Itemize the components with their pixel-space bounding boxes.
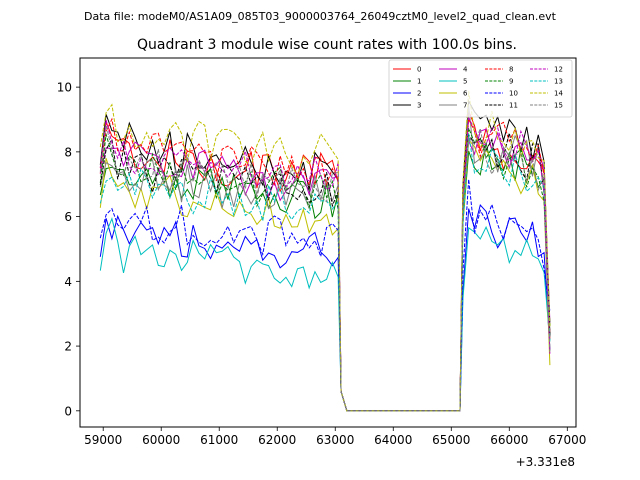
y-tick-label: 0 [64, 404, 72, 418]
series-line-8 [99, 117, 551, 412]
x-tick-label: 61000 [200, 433, 238, 447]
x-tick-label: 59000 [84, 433, 122, 447]
legend-label-12: 12 [554, 66, 563, 74]
axes-frame [79, 57, 577, 428]
x-axis: 59000 60000 61000 62000 63000 64000 65000 66000… [84, 427, 586, 447]
legend-label-1: 1 [417, 78, 421, 86]
series-line-2 [99, 203, 551, 412]
legend-label-7: 7 [463, 102, 467, 110]
series-line-11 [99, 132, 551, 412]
x-tick-label: 65000 [432, 433, 470, 447]
x-tick-label: 60000 [142, 433, 180, 447]
legend-label-8: 8 [509, 66, 513, 74]
legend-label-5: 5 [463, 78, 467, 86]
x-offset-label: +3.331e8 [516, 455, 575, 469]
x-tick-label: 64000 [374, 433, 412, 447]
legend-label-3: 3 [417, 102, 421, 110]
plot-area [79, 57, 577, 428]
x-tick-label: 67000 [548, 433, 586, 447]
chart-title: Quadrant 3 module wise count rates with … [137, 37, 517, 53]
x-tick-label: 66000 [490, 433, 528, 447]
y-axis: 0 2 4 6 8 10 [57, 81, 80, 418]
legend-label-14: 14 [554, 90, 563, 98]
legend-label-4: 4 [463, 66, 468, 74]
legend-label-11: 11 [509, 102, 518, 110]
legend-label-15: 15 [554, 102, 563, 110]
series-line-5 [99, 216, 551, 412]
series-line-13 [99, 133, 551, 412]
series-line-15 [99, 125, 551, 412]
y-tick-label: 6 [64, 210, 72, 224]
y-tick-label: 2 [64, 340, 72, 354]
series-line-12 [99, 116, 551, 412]
x-tick-label: 62000 [258, 433, 296, 447]
legend-label-10: 10 [509, 90, 518, 98]
chart-suptitle: Data file: modeM0/AS1A09_085T03_90000037… [84, 10, 557, 23]
legend-label-6: 6 [463, 90, 468, 98]
y-tick-label: 10 [57, 81, 72, 95]
series-line-10 [99, 179, 551, 412]
legend-label-9: 9 [509, 78, 513, 86]
y-tick-label: 8 [64, 145, 72, 159]
legend-label-13: 13 [554, 78, 563, 86]
y-tick-label: 4 [64, 275, 72, 289]
legend-label-2: 2 [417, 90, 421, 98]
x-tick-label: 63000 [316, 433, 354, 447]
legend-label-0: 0 [417, 66, 421, 74]
legend-box [388, 59, 573, 118]
